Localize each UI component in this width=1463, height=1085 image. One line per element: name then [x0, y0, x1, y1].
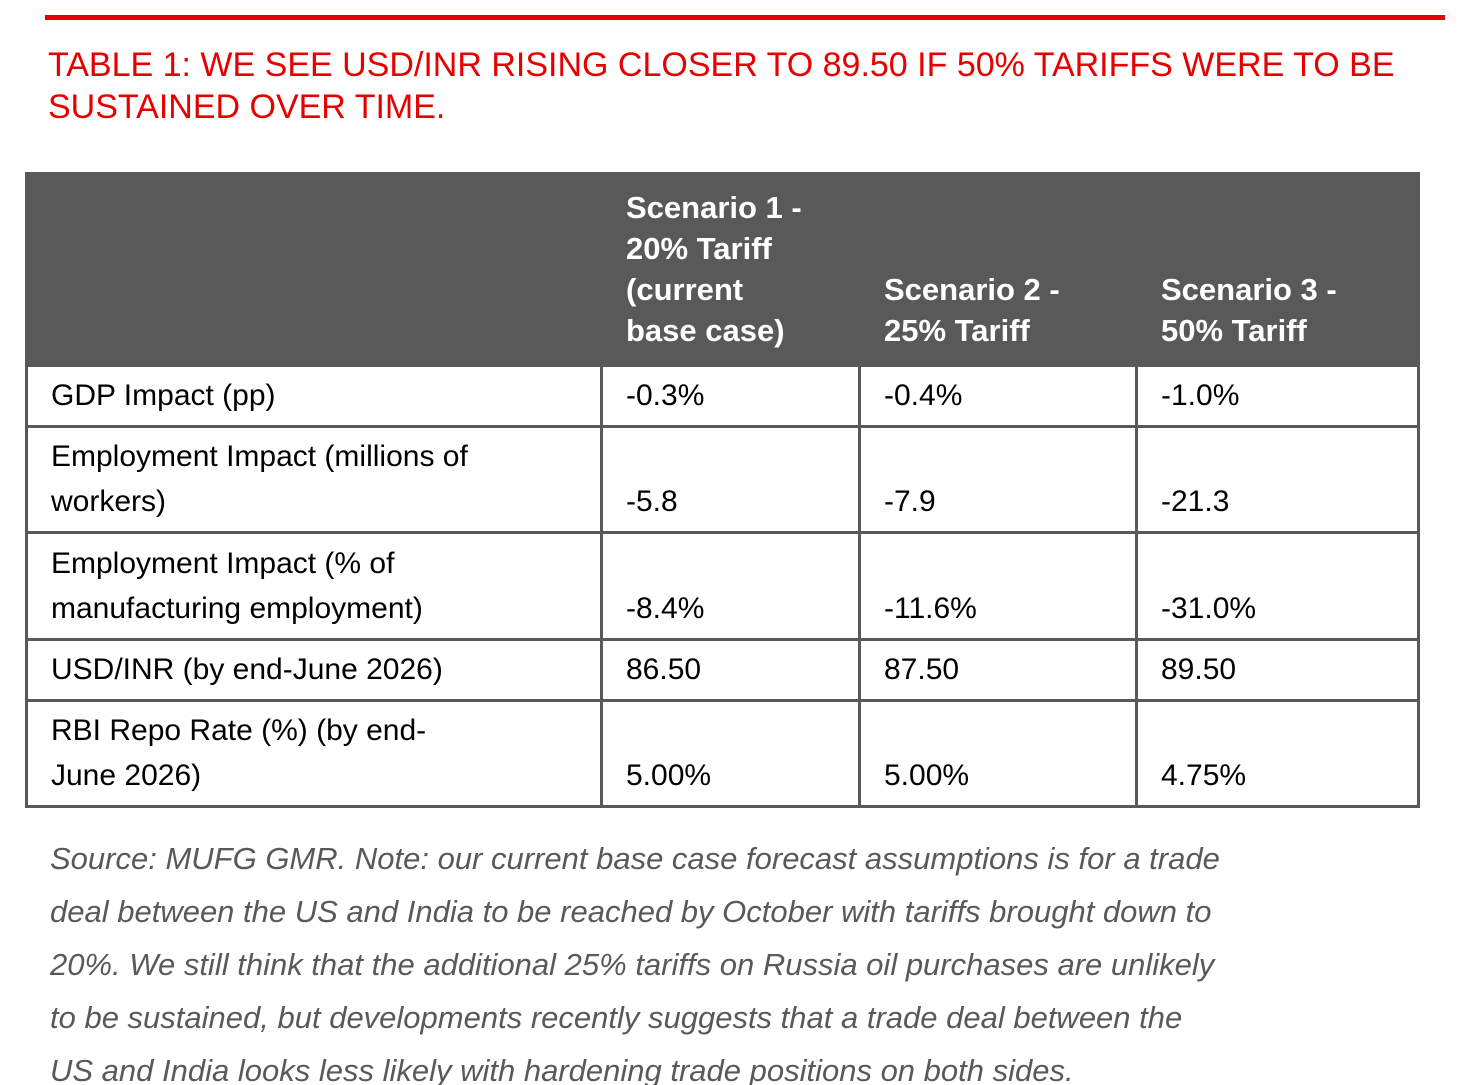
row-label: GDP Impact (pp): [25, 364, 603, 428]
cell-value: 5.00%: [600, 699, 861, 808]
cell-value: -1.0%: [1135, 364, 1420, 428]
header-scenario-2: Scenario 2 - 25% Tariff: [858, 172, 1138, 367]
row-label: Employment Impact (millions of workers): [25, 425, 603, 534]
cell-value: 89.50: [1135, 638, 1420, 702]
top-rule: [45, 15, 1445, 20]
table-row-gdp-impact: GDP Impact (pp) -0.3% -0.4% -1.0%: [25, 364, 1420, 428]
source-note: Source: MUFG GMR. Note: our current base…: [50, 841, 1220, 1085]
cell-value: 87.50: [858, 638, 1138, 702]
cell-value: 4.75%: [1135, 699, 1420, 808]
header-row: Scenario 1 - 20% Tariff (current base ca…: [25, 172, 1420, 367]
cell-value: 86.50: [600, 638, 861, 702]
tariff-scenario-table: Scenario 1 - 20% Tariff (current base ca…: [25, 172, 1420, 808]
cell-value: -11.6%: [858, 531, 1138, 641]
header-row-label-column: [25, 172, 603, 367]
cell-value: -5.8: [600, 425, 861, 534]
cell-value: -8.4%: [600, 531, 861, 641]
cell-value: -0.4%: [858, 364, 1138, 428]
header-scenario-3: Scenario 3 - 50% Tariff: [1135, 172, 1420, 367]
row-label: Employment Impact (% of manufacturing em…: [25, 531, 603, 641]
table-row-employment-millions: Employment Impact (millions of workers) …: [25, 425, 1420, 534]
header-scenario-1: Scenario 1 - 20% Tariff (current base ca…: [600, 172, 861, 367]
table-row-employment-percent: Employment Impact (% of manufacturing em…: [25, 531, 1420, 641]
table-title: TABLE 1: WE SEE USD/INR RISING CLOSER TO…: [48, 46, 1395, 126]
cell-value: -31.0%: [1135, 531, 1420, 641]
table-row-usdinr: USD/INR (by end-June 2026) 86.50 87.50 8…: [25, 638, 1420, 702]
cell-value: 5.00%: [858, 699, 1138, 808]
cell-value: -7.9: [858, 425, 1138, 534]
row-label: RBI Repo Rate (%) (by end- June 2026): [25, 699, 603, 808]
table-row-rbi-repo-rate: RBI Repo Rate (%) (by end- June 2026) 5.…: [25, 699, 1420, 808]
row-label: USD/INR (by end-June 2026): [25, 638, 603, 702]
cell-value: -21.3: [1135, 425, 1420, 534]
cell-value: -0.3%: [600, 364, 861, 428]
